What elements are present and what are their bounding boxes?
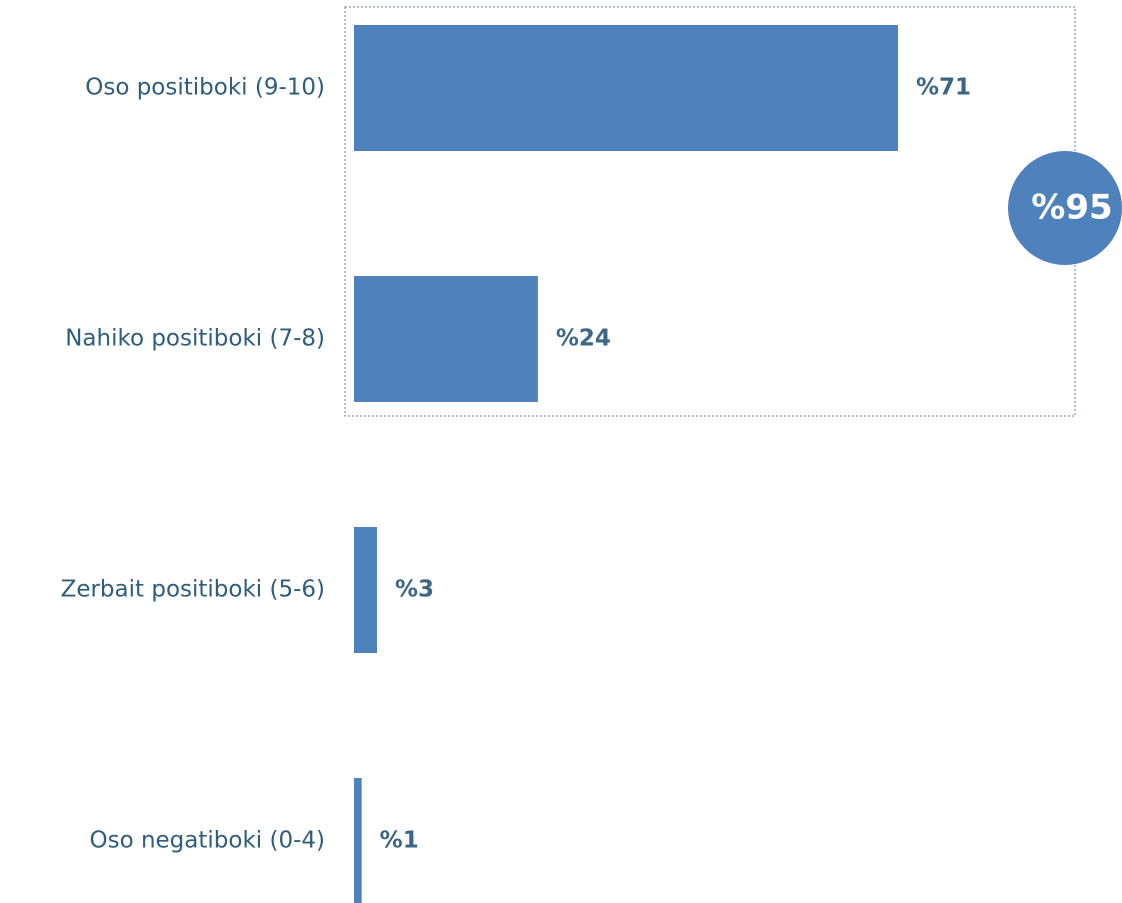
bar bbox=[354, 276, 538, 402]
bar bbox=[354, 778, 362, 903]
value-label: %71 bbox=[916, 75, 971, 101]
value-label: %3 bbox=[395, 577, 434, 603]
bar bbox=[354, 25, 898, 151]
category-label: Oso positiboki (9-10) bbox=[85, 75, 325, 101]
annotation: %95 bbox=[1031, 188, 1112, 228]
value-label: %24 bbox=[556, 326, 611, 352]
category-label: Oso negatiboki (0-4) bbox=[89, 828, 325, 854]
category-label: Zerbait positiboki (5-6) bbox=[61, 577, 325, 603]
group-box bbox=[344, 6, 1076, 417]
bar bbox=[354, 527, 377, 653]
value-label: %1 bbox=[380, 828, 419, 854]
annotation-badge bbox=[1008, 151, 1122, 265]
category-label: Nahiko positiboki (7-8) bbox=[65, 326, 325, 352]
